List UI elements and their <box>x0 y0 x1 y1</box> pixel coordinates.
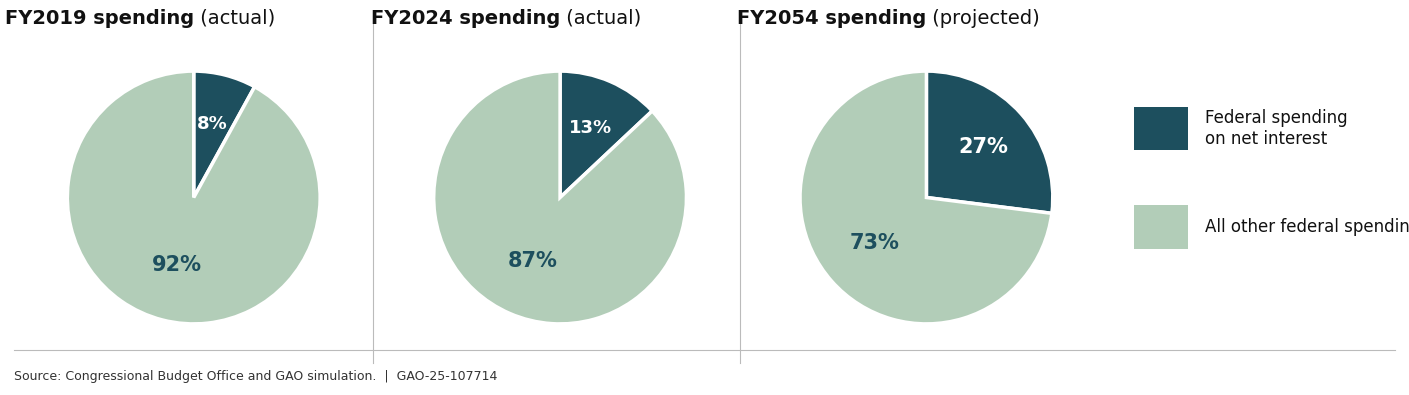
Text: All other federal spending: All other federal spending <box>1205 218 1409 236</box>
Wedge shape <box>926 71 1053 213</box>
Text: 8%: 8% <box>197 115 228 133</box>
Text: 87%: 87% <box>507 251 558 271</box>
Wedge shape <box>68 71 320 324</box>
Wedge shape <box>193 71 255 198</box>
Wedge shape <box>434 71 686 324</box>
Text: Federal spending
on net interest: Federal spending on net interest <box>1205 109 1347 148</box>
Text: 92%: 92% <box>151 255 201 275</box>
Text: FY2019 spending: FY2019 spending <box>4 9 194 28</box>
Text: FY2024 spending: FY2024 spending <box>371 9 561 28</box>
Text: FY2054 spending: FY2054 spending <box>737 9 927 28</box>
Wedge shape <box>800 71 1053 324</box>
Text: (projected): (projected) <box>927 9 1040 28</box>
Text: Source: Congressional Budget Office and GAO simulation.  |  GAO-25-107714: Source: Congressional Budget Office and … <box>14 370 497 383</box>
Text: (actual): (actual) <box>561 9 641 28</box>
Text: 27%: 27% <box>958 137 1009 157</box>
Text: 73%: 73% <box>850 233 899 254</box>
Text: (actual): (actual) <box>194 9 275 28</box>
Wedge shape <box>559 71 652 198</box>
Text: 13%: 13% <box>569 119 612 137</box>
